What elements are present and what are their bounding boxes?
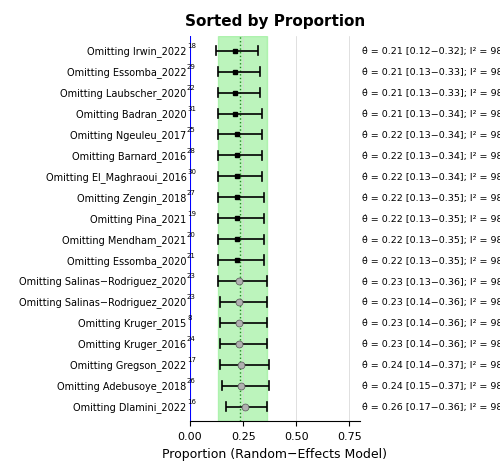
Text: θ̂ = 0.23 [0.14−0.36]; I² = 98%: θ̂ = 0.23 [0.14−0.36]; I² = 98% — [362, 319, 500, 328]
Text: θ̂ = 0.22 [0.13−0.35]; I² = 98%: θ̂ = 0.22 [0.13−0.35]; I² = 98% — [362, 256, 500, 265]
Text: θ̂ = 0.24 [0.14−0.37]; I² = 98%: θ̂ = 0.24 [0.14−0.37]; I² = 98% — [362, 361, 500, 369]
Text: θ̂ = 0.22 [0.13−0.35]; I² = 98%: θ̂ = 0.22 [0.13−0.35]; I² = 98% — [362, 214, 500, 223]
Text: 23: 23 — [187, 273, 196, 279]
Text: 22: 22 — [187, 85, 196, 91]
Text: θ̂ = 0.23 [0.13−0.36]; I² = 98%: θ̂ = 0.23 [0.13−0.36]; I² = 98% — [362, 277, 500, 286]
X-axis label: Proportion (Random−Effects Model): Proportion (Random−Effects Model) — [162, 446, 388, 459]
Text: θ̂ = 0.21 [0.13−0.34]; I² = 98%: θ̂ = 0.21 [0.13−0.34]; I² = 98% — [362, 110, 500, 119]
Text: Omitting Salinas−Rodriguez_2020: Omitting Salinas−Rodriguez_2020 — [19, 297, 186, 308]
Text: Omitting Adebusoye_2018: Omitting Adebusoye_2018 — [57, 381, 186, 391]
Text: 17: 17 — [187, 357, 196, 363]
Text: 26: 26 — [187, 377, 196, 383]
Text: θ̂ = 0.23 [0.14−0.36]; I² = 98%: θ̂ = 0.23 [0.14−0.36]; I² = 98% — [362, 298, 500, 307]
Text: θ̂ = 0.22 [0.13−0.34]; I² = 98%: θ̂ = 0.22 [0.13−0.34]; I² = 98% — [362, 131, 500, 140]
Text: θ̂ = 0.24 [0.15−0.37]; I² = 98%: θ̂ = 0.24 [0.15−0.37]; I² = 98% — [362, 382, 500, 390]
Text: Omitting Barnard_2016: Omitting Barnard_2016 — [72, 150, 186, 162]
Text: 16: 16 — [187, 398, 196, 404]
Text: θ̂ = 0.22 [0.13−0.34]; I² = 98%: θ̂ = 0.22 [0.13−0.34]; I² = 98% — [362, 173, 500, 181]
Text: Omitting Irwin_2022: Omitting Irwin_2022 — [87, 46, 186, 57]
Text: Omitting Ngeuleu_2017: Omitting Ngeuleu_2017 — [70, 130, 186, 141]
Text: Omitting Salinas−Rodriguez_2020: Omitting Salinas−Rodriguez_2020 — [19, 276, 186, 287]
Text: 29: 29 — [187, 64, 196, 70]
Text: Omitting El_Maghraoui_2016: Omitting El_Maghraoui_2016 — [46, 171, 186, 182]
Text: θ̂ = 0.22 [0.13−0.35]; I² = 98%: θ̂ = 0.22 [0.13−0.35]; I² = 98% — [362, 194, 500, 202]
Text: θ̂ = 0.23 [0.14−0.36]; I² = 98%: θ̂ = 0.23 [0.14−0.36]; I² = 98% — [362, 339, 500, 349]
Text: Omitting Essomba_2022: Omitting Essomba_2022 — [67, 67, 186, 78]
Text: 20: 20 — [187, 231, 196, 237]
Text: 23: 23 — [187, 294, 196, 300]
Text: θ̂ = 0.26 [0.17−0.36]; I² = 98%: θ̂ = 0.26 [0.17−0.36]; I² = 98% — [362, 402, 500, 411]
Text: Sorted by Proportion: Sorted by Proportion — [185, 14, 365, 29]
Text: Omitting Badran_2020: Omitting Badran_2020 — [76, 109, 186, 120]
Text: θ̂ = 0.21 [0.13−0.33]; I² = 98%: θ̂ = 0.21 [0.13−0.33]; I² = 98% — [362, 68, 500, 77]
Text: Omitting Zengin_2018: Omitting Zengin_2018 — [77, 193, 186, 203]
Text: Omitting Pina_2021: Omitting Pina_2021 — [90, 213, 186, 224]
Text: Omitting Mendham_2021: Omitting Mendham_2021 — [62, 234, 186, 245]
Text: 27: 27 — [187, 189, 196, 195]
Text: 18: 18 — [187, 43, 196, 49]
Text: 19: 19 — [187, 210, 196, 216]
Text: Omitting Essomba_2020: Omitting Essomba_2020 — [67, 255, 186, 266]
Text: 25: 25 — [187, 127, 196, 132]
Text: θ̂ = 0.22 [0.13−0.34]; I² = 98%: θ̂ = 0.22 [0.13−0.34]; I² = 98% — [362, 151, 500, 161]
Bar — [218, 37, 266, 421]
Text: 28: 28 — [187, 148, 196, 154]
Text: 31: 31 — [187, 106, 196, 112]
Text: Omitting Kruger_2016: Omitting Kruger_2016 — [78, 338, 186, 350]
Text: Omitting Dlamini_2022: Omitting Dlamini_2022 — [73, 401, 186, 412]
Text: 30: 30 — [187, 169, 196, 175]
Text: θ̂ = 0.22 [0.13−0.35]; I² = 98%: θ̂ = 0.22 [0.13−0.35]; I² = 98% — [362, 235, 500, 244]
Text: θ̂ = 0.21 [0.12−0.32]; I² = 98%: θ̂ = 0.21 [0.12−0.32]; I² = 98% — [362, 47, 500, 56]
Text: Omitting Gregson_2022: Omitting Gregson_2022 — [70, 359, 186, 370]
Text: Omitting Kruger_2015: Omitting Kruger_2015 — [78, 318, 186, 329]
Text: θ̂ = 0.21 [0.13−0.33]; I² = 98%: θ̂ = 0.21 [0.13−0.33]; I² = 98% — [362, 89, 500, 98]
Text: 24: 24 — [187, 336, 196, 342]
Text: 21: 21 — [187, 252, 196, 258]
Text: Omitting Laubscher_2020: Omitting Laubscher_2020 — [60, 88, 186, 99]
Text: 8: 8 — [187, 315, 192, 320]
